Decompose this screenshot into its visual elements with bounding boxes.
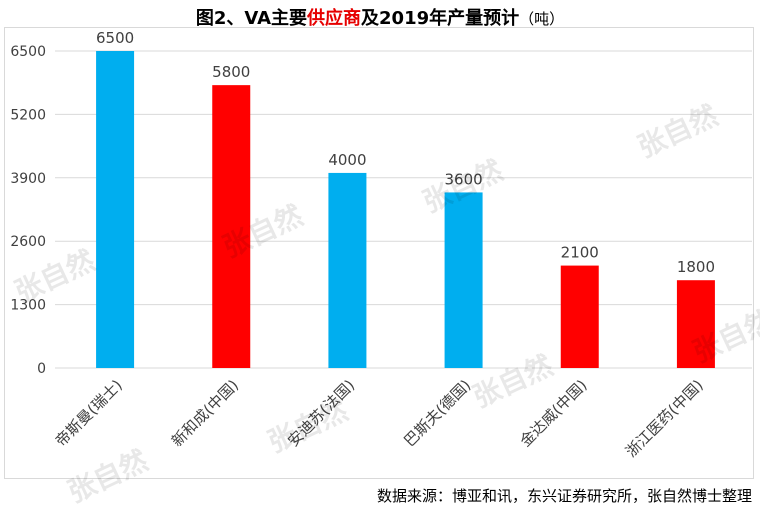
y-tick-label: 6500 [10,44,46,60]
chart-frame [4,27,754,479]
y-tick-label: 1300 [10,298,46,314]
title-highlight: 供应商 [307,8,362,29]
bar [96,51,135,368]
y-tick-label: 3900 [10,171,46,187]
title-unit: （吨） [519,10,565,28]
bar [560,265,599,368]
y-tick-label: 2600 [10,234,46,250]
bar [444,192,483,368]
bar [212,85,251,368]
x-tick-label: 巴斯夫(德国) [400,376,474,450]
title-suffix: 及2019年产量预计 [361,8,520,29]
x-tick-label: 新和成(中国) [168,376,242,450]
y-tick-label: 0 [37,361,46,377]
data-source: 数据来源：博亚和讯，东兴证券研究所，张自然博士整理 [376,487,752,505]
x-tick-label: 浙江医药(中国) [622,376,707,461]
data-label: 2100 [561,244,599,262]
y-tick-label: 5200 [10,107,46,123]
data-label: 6500 [96,29,134,47]
title-prefix: 图2、VA主要 [195,8,308,29]
data-label: 3600 [444,170,482,188]
data-label: 5800 [212,63,250,81]
bar-chart: 0 1300 2600 3900 5200 6500 6500 帝斯曼(瑞士) 5800 新和成(… [10,29,752,461]
chart-title: 图2、VA主要供应商及2019年产量预计（吨） [0,4,760,30]
bar [676,280,715,368]
data-label: 4000 [328,151,366,169]
x-tick-label: 帝斯曼(瑞士) [52,376,126,450]
bar [328,172,367,368]
data-label: 1800 [677,258,715,276]
